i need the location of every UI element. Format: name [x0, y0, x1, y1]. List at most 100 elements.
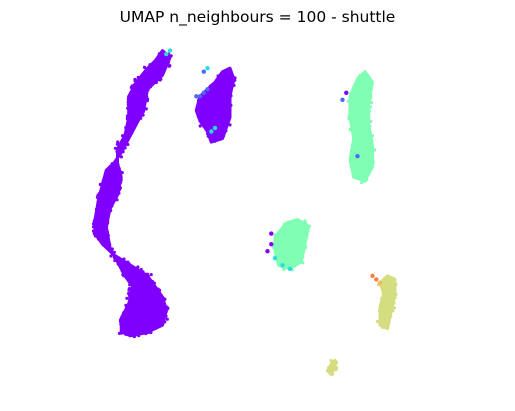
scatter-point [136, 94, 140, 98]
scatter-point [132, 108, 136, 113]
scatter-point [213, 122, 218, 126]
scatter-point [349, 92, 353, 96]
scatter-point [165, 317, 169, 321]
scatter-point [363, 82, 367, 86]
scatter-point [218, 134, 222, 138]
scatter-point [146, 308, 150, 312]
scatter-point [164, 305, 169, 310]
scatter-point [226, 83, 230, 87]
scatter-point [199, 110, 203, 114]
scatter-point [143, 292, 147, 296]
scatter-point [222, 97, 226, 101]
scatter-point [130, 272, 134, 276]
scatter-point [141, 270, 145, 274]
scatter-point [101, 208, 105, 212]
scatter-point [202, 108, 206, 112]
scatter-point [380, 321, 384, 325]
scatter-point [348, 95, 352, 99]
scatter-point [146, 75, 150, 79]
scatter-point [143, 92, 147, 96]
scatter-point [283, 251, 287, 255]
scatter-point [352, 94, 356, 98]
scatter-point [365, 126, 369, 130]
scatter-point [375, 319, 380, 324]
scatter-point [155, 295, 159, 299]
scatter-point [133, 79, 137, 83]
scatter-point [144, 303, 148, 307]
scatter-point [125, 114, 130, 118]
cluster-right-upper [346, 70, 377, 185]
scatter-point [302, 237, 306, 241]
scatter-point [201, 98, 206, 102]
scatter-point [373, 148, 377, 152]
scatter-point [380, 297, 384, 301]
scatter-point [137, 115, 141, 119]
scatter-point [222, 81, 227, 85]
scatter-point [290, 241, 294, 245]
scatter-point [282, 244, 286, 248]
scatter-point [101, 205, 105, 209]
scatter-point [231, 77, 235, 81]
scatter-point [201, 102, 205, 106]
scatter-point [208, 134, 212, 138]
scatter-point [142, 65, 147, 69]
scatter-point [387, 279, 391, 283]
scatter-point [295, 220, 299, 224]
scatter-point [147, 304, 151, 308]
scatter-point [362, 102, 366, 106]
scatter-point [330, 372, 335, 376]
scatter-point [102, 236, 106, 240]
scatter-point [301, 255, 305, 259]
scatter-point [353, 168, 357, 172]
scatter-point [115, 149, 119, 154]
scatter-point [115, 165, 119, 169]
scatter-point [358, 89, 362, 93]
outlier-points [145, 48, 383, 317]
scatter-point [159, 66, 163, 71]
scatter-point [143, 295, 147, 299]
scatter-point [215, 105, 219, 109]
scatter-point [127, 128, 131, 132]
scatter-point [102, 194, 106, 198]
scatter-point [97, 237, 101, 241]
scatter-point [277, 248, 281, 253]
scatter-point [135, 275, 139, 279]
scatter-point [123, 267, 127, 271]
cluster-bottom-small [326, 358, 339, 376]
scatter-point [113, 164, 117, 168]
scatter-point [134, 284, 138, 288]
scatter-point [367, 136, 371, 140]
scatter-point [119, 176, 123, 180]
scatter-point [127, 94, 131, 98]
scatter-point [98, 220, 102, 224]
scatter-point [160, 318, 164, 322]
scatter-point [358, 160, 362, 164]
scatter-point [109, 189, 113, 193]
scatter-point [152, 300, 156, 304]
scatter-point [381, 299, 385, 304]
scatter-point [199, 105, 203, 110]
scatter-point [350, 154, 354, 158]
scatter-point [212, 88, 216, 92]
scatter-point [126, 333, 130, 337]
scatter-point [362, 113, 366, 118]
scatter-point [213, 119, 217, 123]
scatter-point [381, 325, 385, 329]
scatter-point [138, 77, 142, 81]
scatter-point [282, 222, 286, 226]
scatter-point [129, 287, 133, 291]
scatter-point [384, 306, 389, 310]
scatter-point [112, 167, 116, 171]
cluster-right-lower [375, 274, 398, 331]
scatter-point [362, 111, 366, 115]
scatter-point [363, 161, 367, 165]
scatter-point [284, 233, 288, 237]
scatter-point [149, 330, 153, 334]
scatter-point [165, 63, 169, 67]
scatter-point [103, 173, 107, 177]
scatter-point [154, 69, 158, 73]
scatter-point [167, 48, 173, 53]
scatter-point [128, 120, 132, 124]
scatter-point [159, 72, 163, 76]
